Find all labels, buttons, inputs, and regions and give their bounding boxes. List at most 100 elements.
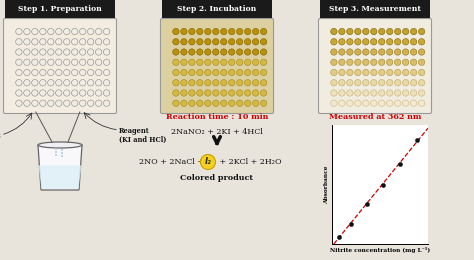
Circle shape [32, 59, 38, 66]
Circle shape [237, 69, 243, 76]
Circle shape [260, 28, 267, 35]
Circle shape [355, 90, 361, 96]
Circle shape [103, 28, 110, 35]
Circle shape [371, 49, 377, 55]
Circle shape [379, 49, 385, 55]
Circle shape [402, 90, 409, 96]
Circle shape [205, 100, 211, 106]
Circle shape [197, 28, 203, 35]
Circle shape [402, 69, 409, 76]
Point [413, 138, 420, 142]
Circle shape [363, 49, 369, 55]
Circle shape [338, 59, 345, 66]
Circle shape [245, 49, 251, 55]
Circle shape [72, 90, 78, 96]
Circle shape [197, 59, 203, 66]
Circle shape [228, 59, 235, 66]
Circle shape [245, 100, 251, 106]
Circle shape [237, 100, 243, 106]
Circle shape [72, 59, 78, 66]
Circle shape [220, 38, 227, 45]
Circle shape [363, 59, 369, 66]
Circle shape [363, 28, 369, 35]
Circle shape [32, 69, 38, 76]
Circle shape [181, 59, 187, 66]
Circle shape [24, 28, 30, 35]
Circle shape [346, 69, 353, 76]
Circle shape [331, 49, 337, 55]
Circle shape [220, 49, 227, 55]
Circle shape [16, 100, 22, 106]
Circle shape [95, 69, 102, 76]
Polygon shape [38, 165, 82, 189]
Circle shape [103, 100, 110, 106]
Circle shape [419, 69, 425, 76]
Circle shape [40, 69, 46, 76]
Circle shape [64, 49, 70, 55]
Circle shape [220, 59, 227, 66]
Circle shape [212, 100, 219, 106]
Circle shape [40, 28, 46, 35]
Circle shape [394, 100, 401, 106]
Text: + 2KCl + 2H₂O: + 2KCl + 2H₂O [217, 158, 282, 166]
Circle shape [346, 49, 353, 55]
Circle shape [394, 80, 401, 86]
Circle shape [338, 38, 345, 45]
Circle shape [55, 154, 57, 156]
Circle shape [47, 38, 54, 45]
Text: Step 3. Measurement: Step 3. Measurement [329, 5, 421, 13]
Circle shape [64, 69, 70, 76]
Point [335, 235, 342, 239]
Circle shape [419, 100, 425, 106]
Text: Reaction time : 10 min: Reaction time : 10 min [166, 113, 268, 121]
Circle shape [95, 100, 102, 106]
Circle shape [40, 80, 46, 86]
Circle shape [40, 100, 46, 106]
Circle shape [80, 49, 86, 55]
Circle shape [212, 28, 219, 35]
Circle shape [173, 100, 179, 106]
Circle shape [386, 59, 393, 66]
Circle shape [245, 69, 251, 76]
Circle shape [88, 28, 94, 35]
Circle shape [16, 69, 22, 76]
Circle shape [212, 90, 219, 96]
Circle shape [197, 80, 203, 86]
Circle shape [24, 69, 30, 76]
Circle shape [197, 69, 203, 76]
Circle shape [47, 100, 54, 106]
Text: I₂: I₂ [205, 158, 211, 166]
Circle shape [64, 28, 70, 35]
Circle shape [355, 59, 361, 66]
Circle shape [55, 80, 62, 86]
Circle shape [95, 80, 102, 86]
Text: Measured at 362 nm: Measured at 362 nm [329, 113, 421, 121]
Circle shape [47, 69, 54, 76]
Circle shape [371, 38, 377, 45]
Circle shape [260, 49, 267, 55]
Circle shape [103, 59, 110, 66]
Circle shape [260, 69, 267, 76]
Circle shape [55, 59, 62, 66]
Circle shape [253, 100, 259, 106]
Circle shape [189, 59, 195, 66]
Circle shape [228, 38, 235, 45]
Circle shape [245, 80, 251, 86]
Circle shape [61, 149, 63, 151]
Circle shape [55, 28, 62, 35]
Circle shape [47, 28, 54, 35]
Circle shape [394, 38, 401, 45]
Circle shape [181, 38, 187, 45]
Circle shape [379, 69, 385, 76]
Circle shape [237, 38, 243, 45]
Circle shape [331, 80, 337, 86]
Circle shape [331, 59, 337, 66]
Circle shape [355, 80, 361, 86]
Circle shape [220, 28, 227, 35]
Circle shape [197, 90, 203, 96]
Circle shape [338, 28, 345, 35]
Circle shape [237, 80, 243, 86]
Circle shape [55, 90, 62, 96]
Circle shape [386, 49, 393, 55]
Circle shape [197, 100, 203, 106]
